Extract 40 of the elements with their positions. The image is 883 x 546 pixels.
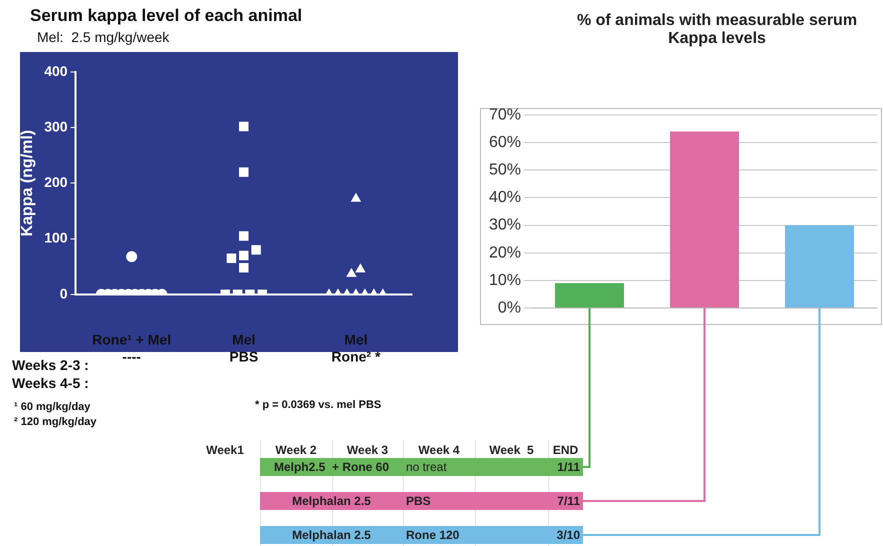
y-tick-label: 20%: [488, 244, 522, 262]
text: Melphalan 2.5: [291, 528, 372, 542]
text: 7/11: [556, 494, 580, 508]
text: no treat: [406, 460, 447, 474]
category-label: Week 2: [274, 443, 318, 457]
category-label: Week 5: [488, 443, 535, 457]
y-tick-label: 70%: [488, 106, 522, 124]
y-tick-label: 30%: [488, 216, 522, 234]
text: Weeks 4-5 :: [12, 375, 89, 391]
text: Rone 120: [406, 528, 460, 542]
y-tick-label: 10%: [488, 272, 522, 289]
text: Melphalan 2.5: [291, 494, 372, 508]
text: 3/10: [556, 528, 580, 542]
x-tick-label: Mel PBS: [229, 332, 258, 364]
x-tick-label: Rone¹ + Mel ----: [92, 332, 172, 364]
y-tick-label: 0%: [498, 299, 522, 316]
y-tick-label: 50%: [488, 162, 522, 179]
y-axis-title: Kappa (ng/ml): [19, 130, 36, 237]
chart-title: Serum kappa level of each animal: [30, 6, 302, 26]
category-label: Week 4: [417, 443, 461, 457]
text: Weeks 2-3 :: [12, 357, 89, 373]
x-tick-label: Mel Rone² *: [331, 332, 381, 364]
y-tick-label: 100: [44, 230, 68, 246]
y-tick-label: 60%: [488, 134, 522, 151]
y-tick-label: 40%: [488, 189, 522, 206]
y-tick-label: 300: [44, 118, 68, 134]
chart-title: % of animals with measurable serum Kappa levels: [576, 12, 858, 48]
chart-subtitle: Mel: 2.5 mg/kg/week: [37, 29, 170, 45]
y-tick-label: 0: [60, 285, 68, 302]
text: ¹ 60 mg/kg/day: [14, 401, 90, 413]
category-label: END: [552, 443, 580, 457]
category-label: Week1: [205, 443, 245, 457]
y-tick-label: 200: [44, 174, 68, 190]
category-label: Week 3: [346, 443, 390, 457]
text: * p = 0.0369 vs. mel PBS: [255, 399, 382, 411]
y-tick-label: 400: [44, 62, 68, 79]
text: PBS: [406, 494, 431, 508]
text: ² 120 mg/kg/day: [14, 416, 97, 428]
text: 1/11: [556, 460, 580, 474]
text: Melph2.5 + Rone 60: [272, 460, 390, 474]
